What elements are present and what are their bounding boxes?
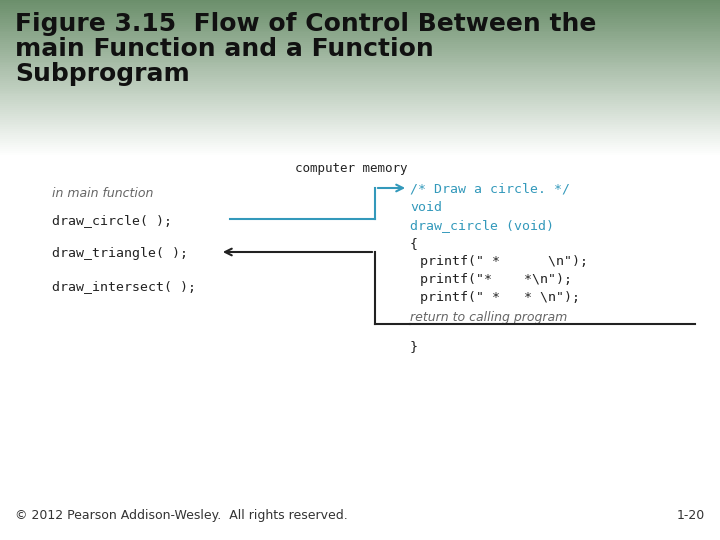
- Bar: [0, 106, 720, 109]
- Bar: [0, 87, 720, 89]
- Bar: [0, 118, 720, 120]
- Text: return to calling program: return to calling program: [410, 311, 567, 324]
- Bar: [0, 94, 720, 97]
- Bar: [0, 65, 720, 68]
- Bar: [0, 77, 720, 79]
- Bar: [0, 68, 720, 70]
- Bar: [0, 147, 720, 149]
- Bar: [0, 15, 720, 17]
- Text: void: void: [410, 201, 442, 214]
- Text: Subprogram: Subprogram: [15, 62, 190, 86]
- Bar: [0, 125, 720, 128]
- Bar: [0, 124, 720, 126]
- Text: draw_circle( );: draw_circle( );: [52, 214, 172, 227]
- Bar: [0, 116, 720, 118]
- Bar: [0, 44, 720, 46]
- Bar: [0, 69, 720, 72]
- Bar: [0, 114, 720, 116]
- Text: 1-20: 1-20: [677, 509, 705, 522]
- Bar: [0, 153, 720, 155]
- Text: /* Draw a circle. */: /* Draw a circle. */: [410, 183, 570, 196]
- Bar: [0, 35, 720, 37]
- Text: draw_triangle( );: draw_triangle( );: [52, 247, 188, 260]
- Bar: [0, 83, 720, 85]
- Bar: [0, 104, 720, 106]
- Bar: [0, 112, 720, 114]
- Bar: [0, 102, 720, 105]
- Bar: [0, 91, 720, 93]
- Bar: [0, 11, 720, 14]
- Bar: [0, 56, 720, 58]
- Bar: [0, 40, 720, 43]
- Bar: [0, 122, 720, 124]
- Bar: [0, 120, 720, 122]
- Bar: [0, 52, 720, 54]
- Bar: [0, 108, 720, 111]
- Bar: [0, 135, 720, 138]
- Bar: [0, 79, 720, 82]
- Text: computer memory: computer memory: [295, 162, 408, 175]
- Text: printf(" *      \n");: printf(" * \n");: [420, 255, 588, 268]
- Bar: [0, 127, 720, 130]
- Bar: [0, 5, 720, 8]
- Bar: [0, 46, 720, 49]
- Bar: [0, 145, 720, 147]
- Text: in main function: in main function: [52, 187, 153, 200]
- Bar: [0, 2, 720, 4]
- Bar: [0, 50, 720, 52]
- Bar: [0, 85, 720, 87]
- Bar: [0, 96, 720, 99]
- Bar: [0, 133, 720, 136]
- Bar: [0, 62, 720, 64]
- Bar: [0, 48, 720, 50]
- Bar: [0, 13, 720, 16]
- Bar: [0, 148, 720, 151]
- Bar: [0, 21, 720, 23]
- Text: main Function and a Function: main Function and a Function: [15, 37, 433, 61]
- Bar: [0, 58, 720, 60]
- Bar: [0, 71, 720, 73]
- Bar: [0, 19, 720, 21]
- Bar: [0, 110, 720, 112]
- Bar: [0, 3, 720, 6]
- Bar: [0, 29, 720, 31]
- Bar: [0, 98, 720, 101]
- Bar: [0, 54, 720, 56]
- Bar: [0, 100, 720, 103]
- Text: Figure 3.15  Flow of Control Between the: Figure 3.15 Flow of Control Between the: [15, 12, 596, 36]
- Bar: [0, 7, 720, 10]
- Bar: [0, 143, 720, 145]
- Bar: [0, 129, 720, 132]
- Text: draw_circle (void): draw_circle (void): [410, 219, 554, 232]
- Bar: [0, 36, 720, 39]
- Bar: [0, 32, 720, 35]
- Text: printf("*    *\n");: printf("* *\n");: [420, 273, 572, 286]
- Bar: [0, 25, 720, 27]
- Bar: [0, 9, 720, 12]
- Bar: [0, 92, 720, 95]
- Bar: [0, 139, 720, 141]
- Bar: [0, 81, 720, 83]
- Bar: [0, 75, 720, 78]
- Bar: [0, 30, 720, 33]
- Text: © 2012 Pearson Addison-Wesley.  All rights reserved.: © 2012 Pearson Addison-Wesley. All right…: [15, 509, 348, 522]
- Bar: [0, 23, 720, 25]
- Bar: [0, 141, 720, 144]
- Bar: [0, 59, 720, 62]
- Bar: [0, 137, 720, 139]
- Bar: [0, 26, 720, 29]
- Bar: [0, 0, 720, 2]
- Bar: [0, 73, 720, 76]
- Text: printf(" *   * \n");: printf(" * * \n");: [420, 291, 580, 304]
- Text: }: }: [410, 340, 418, 353]
- Bar: [0, 63, 720, 66]
- Bar: [0, 89, 720, 91]
- Text: draw_intersect( );: draw_intersect( );: [52, 280, 196, 293]
- Bar: [0, 131, 720, 134]
- Bar: [0, 151, 720, 153]
- Bar: [0, 38, 720, 40]
- Bar: [0, 17, 720, 19]
- Bar: [0, 42, 720, 45]
- Text: {: {: [410, 237, 418, 250]
